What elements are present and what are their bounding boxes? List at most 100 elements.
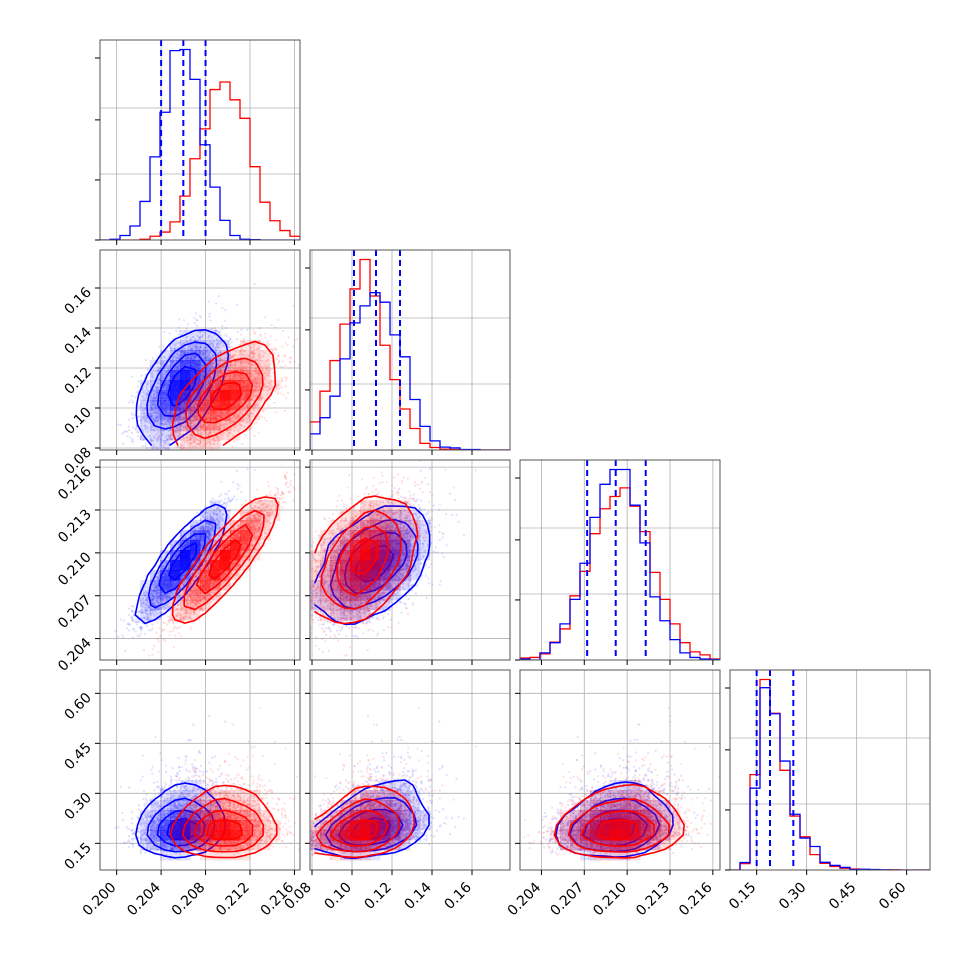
scatter-point-red xyxy=(198,487,200,489)
scatter-point-red xyxy=(253,348,256,351)
scatter-point-blue xyxy=(150,415,153,418)
scatter-point-blue xyxy=(207,381,210,384)
scatter-point-blue xyxy=(188,412,191,415)
scatter-point-blue xyxy=(203,357,206,360)
scatter-point-blue xyxy=(158,345,161,348)
scatter-point-blue xyxy=(142,430,145,433)
scatter-point-blue xyxy=(160,415,163,418)
scatter-point-blue xyxy=(202,373,205,377)
scatter-point-red xyxy=(217,439,220,442)
scatter-point-blue xyxy=(187,355,190,359)
scatter-point-blue xyxy=(175,342,178,345)
scatter-point-red xyxy=(240,333,243,336)
scatter-point-blue xyxy=(187,355,191,358)
scatter-point-blue xyxy=(215,342,219,345)
scatter-point-blue xyxy=(194,346,197,349)
scatter-point-blue xyxy=(155,369,159,372)
scatter-point-blue xyxy=(169,360,173,363)
scatter-point-red xyxy=(195,391,198,394)
scatter-point-blue xyxy=(159,451,161,453)
scatter-point-red xyxy=(192,433,195,436)
scatter-point-red xyxy=(188,437,192,440)
scatter-point-blue xyxy=(140,421,143,424)
scatter-point-blue xyxy=(151,374,154,377)
scatter-point-blue xyxy=(152,395,155,398)
scatter-point-blue xyxy=(162,372,165,375)
scatter-point-blue xyxy=(190,356,193,359)
scatter-point-red xyxy=(270,375,273,378)
scatter-point-blue xyxy=(159,376,162,379)
scatter-point-blue xyxy=(168,412,171,415)
scatter-point-red xyxy=(189,455,191,457)
scatter-point-blue xyxy=(154,399,157,402)
scatter-point-red xyxy=(254,381,257,384)
scatter-point-blue xyxy=(173,422,177,425)
scatter-point-red xyxy=(211,447,214,450)
scatter-point-blue xyxy=(164,413,168,416)
scatter-point-blue xyxy=(185,457,187,459)
scatter-point-red xyxy=(224,375,228,378)
scatter-point-red xyxy=(192,419,196,423)
scatter-point-red xyxy=(241,401,244,404)
scatter-point-blue xyxy=(150,426,153,429)
scatter-point-blue xyxy=(219,340,223,343)
scatter-point-blue xyxy=(192,406,195,409)
scatter-point-blue xyxy=(154,411,157,414)
scatter-point-blue xyxy=(119,423,122,427)
scatter-point-blue xyxy=(204,386,207,390)
scatter-point-blue xyxy=(189,338,192,341)
scatter-point-red xyxy=(255,386,258,389)
scatter-point-blue xyxy=(160,380,163,383)
scatter-point-red xyxy=(233,429,236,433)
scatter-point-blue xyxy=(195,428,198,431)
scatter-point-blue xyxy=(211,354,214,358)
scatter-point-red xyxy=(204,426,208,430)
scatter-point-blue xyxy=(189,419,192,422)
scatter-point-blue xyxy=(198,347,201,350)
scatter-point-blue xyxy=(184,351,187,354)
scatter-point-red xyxy=(156,428,159,431)
scatter-point-blue xyxy=(192,336,195,339)
scatter-point-blue xyxy=(217,351,220,355)
scatter-point-red xyxy=(243,366,246,369)
scatter-point-blue xyxy=(150,407,153,410)
scatter-point-blue xyxy=(208,369,211,372)
scatter-point-red xyxy=(230,345,234,349)
scatter-point-red xyxy=(194,418,197,421)
scatter-point-blue xyxy=(157,369,160,372)
scatter-point-blue xyxy=(214,329,217,332)
scatter-point-blue xyxy=(187,349,190,352)
scatter-point-blue xyxy=(140,453,142,455)
scatter-point-red xyxy=(220,450,222,452)
scatter-point-blue xyxy=(201,350,204,354)
scatter-point-blue xyxy=(178,367,181,371)
scatter-point-blue xyxy=(181,416,184,420)
scatter-point-blue xyxy=(203,332,207,335)
scatter-point-blue xyxy=(194,349,197,352)
scatter-point-blue xyxy=(157,382,160,385)
scatter-point-red xyxy=(269,383,273,387)
scatter-point-blue xyxy=(151,403,154,407)
scatter-point-red xyxy=(239,360,243,363)
scatter-point-blue xyxy=(158,386,161,389)
scatter-point-blue xyxy=(205,348,208,351)
scatter-point-red xyxy=(218,427,221,430)
scatter-point-blue xyxy=(164,410,167,413)
scatter-point-red xyxy=(239,370,243,373)
scatter-point-red xyxy=(240,369,243,372)
scatter-point-red xyxy=(191,453,193,455)
scatter-point-blue xyxy=(196,390,199,393)
scatter-point-red xyxy=(254,403,257,406)
scatter-point-blue xyxy=(180,344,183,347)
histogram-red xyxy=(100,81,300,240)
scatter-point-red xyxy=(239,362,242,365)
scatter-point-blue xyxy=(161,422,164,425)
scatter-point-blue xyxy=(143,415,146,418)
scatter-point-blue xyxy=(201,377,204,380)
scatter-point-blue xyxy=(152,408,155,411)
scatter-point-blue xyxy=(203,349,206,352)
scatter-point-blue xyxy=(167,369,170,372)
scatter-point-blue xyxy=(171,363,175,366)
panel-1-0: 0.080.100.120.140.16 xyxy=(61,249,301,489)
scatter-point-red xyxy=(262,410,265,413)
